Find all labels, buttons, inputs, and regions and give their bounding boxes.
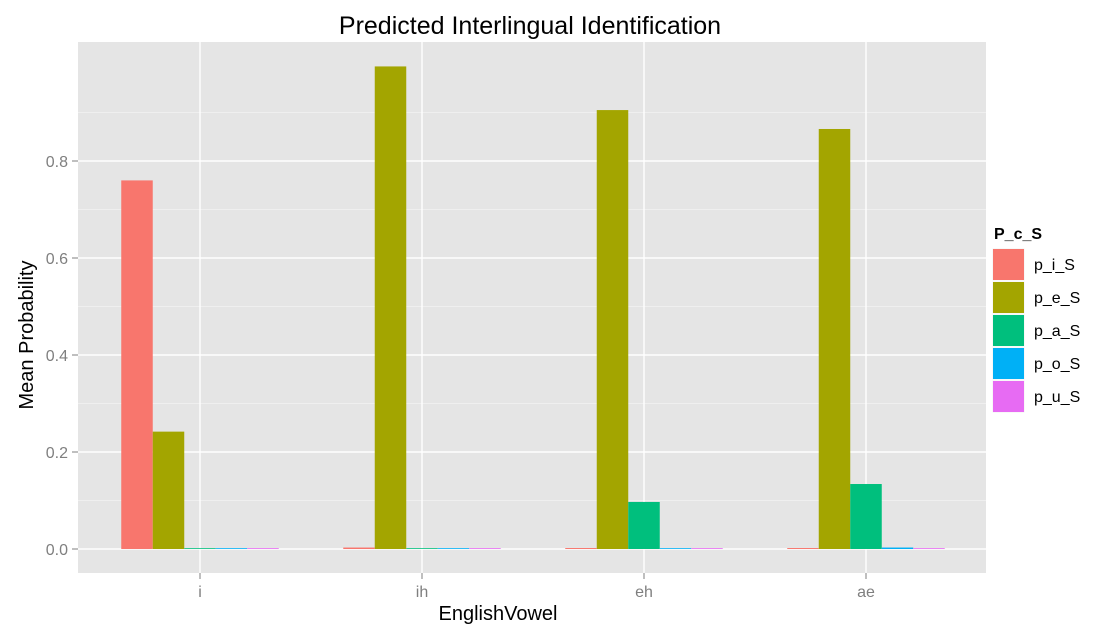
bar-p_o_S-eh <box>659 548 692 549</box>
bar-p_e_S-i <box>152 431 185 549</box>
y-axis-title: Mean Probability <box>16 261 38 410</box>
legend-item-p_a_S: p_a_S <box>991 313 1080 348</box>
x-axis-title: EnglishVowel <box>439 603 558 625</box>
bar-p_e_S-eh <box>596 110 629 549</box>
bar-p_a_S-eh <box>628 501 660 549</box>
chart-title: Predicted Interlingual Identification <box>339 12 721 40</box>
bar-p_o_S-ih <box>437 548 470 549</box>
bar-p_i_S-ih <box>343 547 375 549</box>
y-tick-label: 0.2 <box>46 445 68 462</box>
legend-item-p_e_S: p_e_S <box>991 280 1080 315</box>
y-tick-label: 0.4 <box>46 348 68 365</box>
legend-swatch <box>993 249 1024 280</box>
x-tick-label: ih <box>416 584 428 601</box>
legend-label: p_e_S <box>1034 290 1080 307</box>
bar-p_i_S-ae <box>787 548 819 549</box>
bar-p_e_S-ih <box>374 66 407 550</box>
legend-label: p_u_S <box>1034 389 1080 406</box>
x-axis-ticks: i ih eh ae <box>198 573 875 601</box>
legend-item-p_u_S: p_u_S <box>991 379 1080 414</box>
legend-item-p_o_S: p_o_S <box>991 346 1080 381</box>
x-tick-label: ae <box>857 584 875 601</box>
bar-p_i_S-eh <box>565 548 597 549</box>
legend-label: p_i_S <box>1034 257 1075 274</box>
y-axis-ticks: 0.0 0.2 0.4 0.6 0.8 <box>46 154 78 559</box>
bars <box>121 66 945 550</box>
y-tick-label: 0.0 <box>46 542 68 559</box>
bar-p_i_S-i <box>121 180 153 549</box>
bar-p_u_S-ih <box>469 548 501 549</box>
legend-swatch <box>993 348 1024 379</box>
bar-p_a_S-ih <box>406 548 438 549</box>
bar-p_o_S-ae <box>881 547 914 549</box>
bar-p_a_S-i <box>184 548 216 549</box>
y-tick-label: 0.6 <box>46 251 68 268</box>
legend: P_c_S p_i_S p_e_S p_a_S p_o_S p_u_S <box>991 226 1080 414</box>
bar-p_a_S-ae <box>850 484 882 549</box>
y-tick-label: 0.8 <box>46 154 68 171</box>
bar-p_u_S-ae <box>913 548 945 549</box>
legend-swatch <box>993 282 1024 313</box>
legend-items: p_i_S p_e_S p_a_S p_o_S p_u_S <box>991 247 1080 414</box>
legend-label: p_o_S <box>1034 356 1080 373</box>
legend-title: P_c_S <box>994 226 1042 243</box>
x-tick-label: i <box>198 584 202 601</box>
bar-p_o_S-i <box>215 548 248 549</box>
bar-p_u_S-eh <box>691 548 723 549</box>
bar-p_u_S-i <box>247 548 279 549</box>
legend-item-p_i_S: p_i_S <box>991 247 1075 282</box>
legend-swatch <box>993 315 1024 346</box>
x-tick-label: eh <box>635 584 653 601</box>
legend-swatch <box>993 381 1024 412</box>
bar-p_e_S-ae <box>818 128 851 550</box>
legend-label: p_a_S <box>1034 323 1080 340</box>
